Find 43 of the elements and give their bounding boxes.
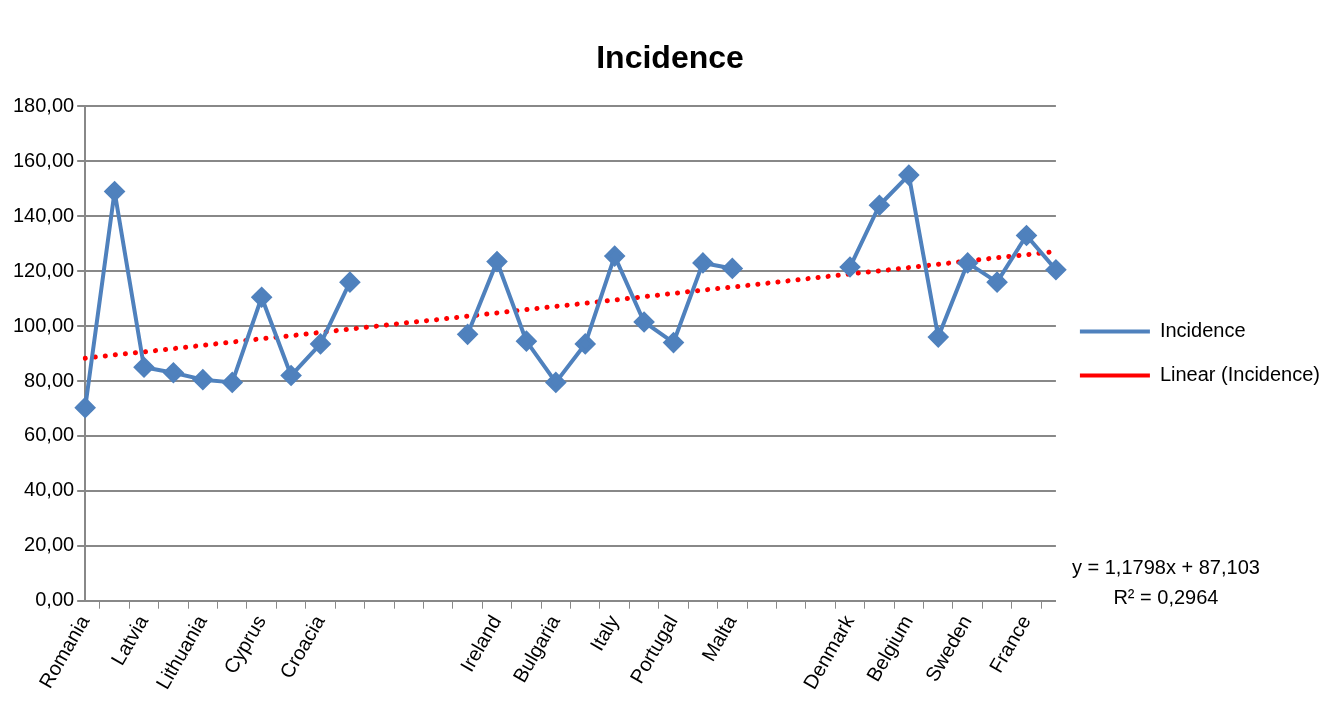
y-tick-label: 100,00 xyxy=(13,313,75,336)
point xyxy=(869,195,890,216)
chart-title: Incidence xyxy=(596,39,744,76)
point xyxy=(987,272,1008,293)
point xyxy=(957,252,978,273)
legend-label: Incidence xyxy=(1159,319,1246,342)
point xyxy=(251,287,272,308)
point xyxy=(663,332,684,353)
point xyxy=(163,362,184,383)
y-tick-label: 120,00 xyxy=(13,258,75,281)
point xyxy=(281,365,302,386)
point xyxy=(104,181,125,202)
y-tick-label: 0,00 xyxy=(35,588,75,611)
point xyxy=(75,397,96,418)
point xyxy=(339,272,360,293)
point xyxy=(928,327,949,348)
y-tick-label: 60,00 xyxy=(24,423,75,446)
y-tick-label: 20,00 xyxy=(24,533,75,556)
text: R² = 0,2964 xyxy=(1113,586,1219,609)
y-tick-label: 160,00 xyxy=(13,148,75,171)
point xyxy=(134,357,155,378)
point xyxy=(898,165,919,186)
point xyxy=(222,372,243,393)
legend-label: Linear (Incidence) xyxy=(1159,363,1321,386)
y-tick-label: 180,00 xyxy=(13,93,75,116)
text: y = 1,1798x + 87,103 xyxy=(1071,556,1260,579)
point xyxy=(192,369,213,390)
point xyxy=(692,252,713,273)
point xyxy=(604,246,625,267)
point xyxy=(634,311,655,332)
point xyxy=(516,331,537,352)
y-tick-label: 140,00 xyxy=(13,203,75,226)
point xyxy=(487,251,507,272)
y-tick-label: 80,00 xyxy=(24,368,75,391)
point xyxy=(840,257,860,278)
y-tick-label: 40,00 xyxy=(24,478,75,501)
point xyxy=(545,372,566,393)
point xyxy=(310,333,331,354)
point xyxy=(1016,225,1037,246)
point xyxy=(457,324,478,345)
point xyxy=(722,258,743,279)
point xyxy=(1045,259,1066,280)
point xyxy=(575,333,596,354)
